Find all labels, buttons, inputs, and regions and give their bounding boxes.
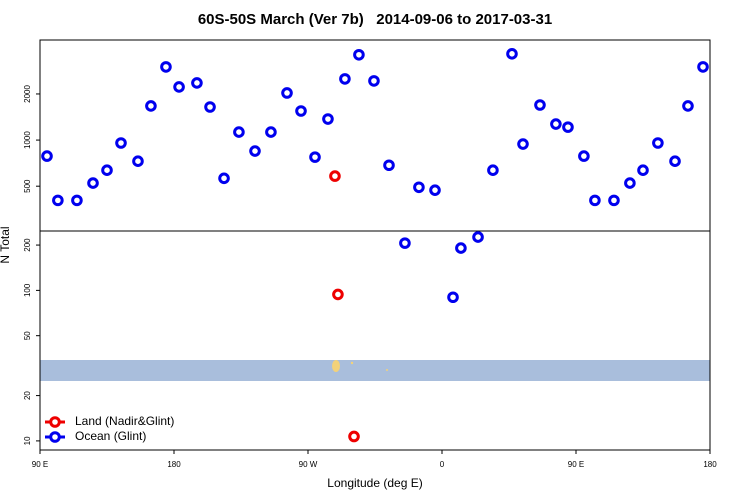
point — [487, 164, 499, 176]
panel-frame — [39, 230, 711, 451]
point — [506, 48, 518, 60]
point — [682, 100, 694, 112]
point — [368, 75, 380, 87]
point — [191, 77, 203, 89]
point — [608, 194, 620, 207]
point — [329, 170, 341, 182]
point — [132, 155, 144, 167]
point — [353, 48, 365, 61]
point — [204, 101, 216, 113]
x-tick-label: 90 W — [299, 460, 318, 469]
x-tick-label: 0 — [440, 460, 445, 469]
legend-label: Ocean (Glint) — [75, 429, 146, 443]
legend-label: Land (Nadir&Glint) — [75, 414, 174, 428]
x-tick-label: 90 E — [32, 460, 48, 469]
legend-marker — [49, 431, 61, 443]
x-tick-label: 90 E — [568, 460, 584, 469]
point — [173, 81, 185, 93]
map-land — [332, 360, 340, 372]
point — [550, 118, 562, 130]
map-land — [350, 361, 354, 365]
point — [455, 242, 467, 254]
point — [652, 137, 664, 149]
point — [624, 177, 636, 189]
y-tick-label: 50 — [23, 331, 32, 340]
x-tick-label: 180 — [703, 460, 717, 469]
point — [348, 430, 360, 443]
point — [589, 194, 601, 207]
point — [517, 138, 529, 150]
point — [339, 73, 351, 85]
y-tick-label: 1000 — [23, 131, 32, 149]
y-tick-label: 20 — [23, 391, 32, 400]
point — [52, 194, 64, 207]
point — [101, 164, 113, 176]
point — [265, 126, 277, 138]
point — [399, 237, 411, 249]
y-tick-label: 500 — [23, 179, 32, 193]
chart-title: 60S-50S March (Ver 7b) 2014-09-06 to 201… — [198, 11, 552, 28]
y-tick-label: 10 — [23, 436, 32, 445]
y-tick-label: 2000 — [23, 85, 32, 103]
point — [145, 100, 157, 112]
point — [447, 291, 459, 304]
point — [637, 164, 649, 176]
point — [71, 194, 83, 207]
y-tick-label: 200 — [23, 238, 32, 252]
point — [41, 150, 53, 162]
point — [309, 151, 321, 163]
point — [697, 61, 709, 73]
point — [115, 137, 127, 149]
point — [218, 172, 230, 185]
point — [249, 145, 261, 157]
point — [87, 177, 99, 189]
y-axis-label: N Total — [0, 226, 12, 263]
x-axis-label: Longitude (deg E) — [327, 476, 422, 490]
map-land — [386, 369, 388, 371]
point — [669, 155, 681, 167]
point — [534, 99, 546, 111]
point — [332, 288, 344, 301]
legend-marker — [49, 416, 61, 428]
point — [233, 126, 245, 138]
point — [413, 181, 425, 194]
x-tick-label: 180 — [167, 460, 181, 469]
point — [429, 184, 441, 196]
point — [281, 87, 293, 99]
point — [322, 113, 334, 125]
point — [578, 150, 590, 162]
point — [562, 121, 574, 133]
point — [383, 159, 395, 172]
y-tick-label: 100 — [23, 283, 32, 297]
point — [472, 231, 484, 243]
point — [160, 61, 172, 73]
point — [295, 105, 307, 117]
map-strip — [40, 360, 710, 381]
